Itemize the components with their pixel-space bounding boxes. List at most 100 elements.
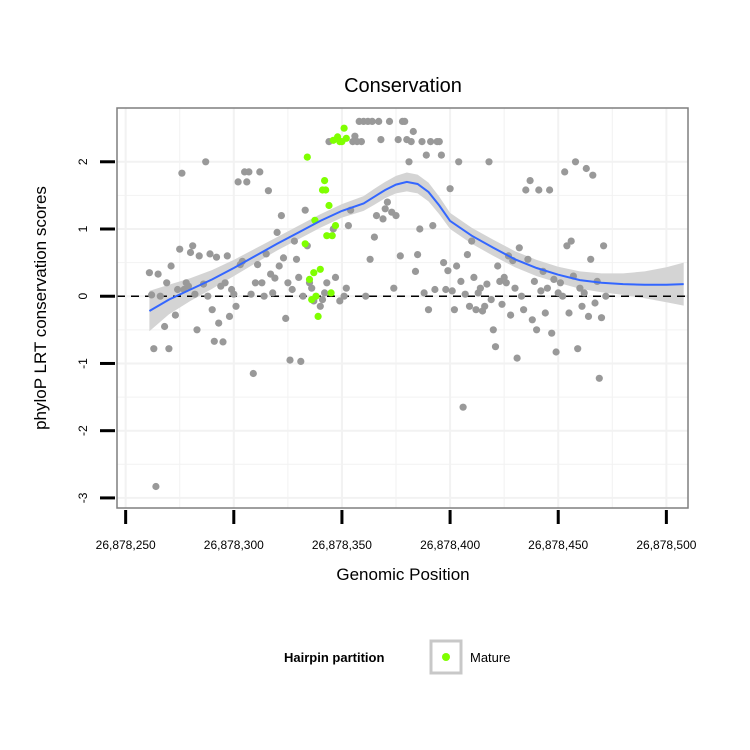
data-point xyxy=(145,269,153,277)
data-point xyxy=(411,267,420,275)
data-point xyxy=(262,250,270,258)
data-point xyxy=(290,237,298,245)
y-tick-label: 1 xyxy=(76,225,90,232)
data-point-mature xyxy=(321,177,329,185)
x-axis-label: Genomic Position xyxy=(336,565,469,584)
data-point xyxy=(429,222,437,230)
x-tick-label: 26,878,400 xyxy=(420,538,480,552)
data-point xyxy=(548,329,556,337)
data-point xyxy=(368,117,376,125)
data-point xyxy=(279,254,288,262)
data-point xyxy=(223,252,231,260)
data-point xyxy=(331,273,340,281)
data-point xyxy=(340,292,348,300)
data-point xyxy=(249,369,257,378)
data-point xyxy=(372,212,381,220)
confidence-ribbon xyxy=(149,172,684,332)
data-point xyxy=(524,255,532,263)
data-point-mature xyxy=(303,153,311,161)
data-point xyxy=(284,279,292,287)
data-point xyxy=(212,253,221,261)
panel-border xyxy=(116,107,689,509)
data-point xyxy=(431,285,439,294)
data-point xyxy=(254,261,262,269)
legend: Hairpin partition Mature xyxy=(284,639,510,675)
data-point xyxy=(219,338,227,346)
data-point xyxy=(416,225,424,233)
data-point xyxy=(247,290,255,298)
data-point xyxy=(318,296,327,304)
data-point xyxy=(435,138,443,146)
data-point xyxy=(502,279,510,287)
data-point xyxy=(271,274,279,282)
points-mature xyxy=(301,124,350,320)
data-point xyxy=(448,287,456,295)
data-point xyxy=(407,138,415,146)
data-point-mature xyxy=(325,201,333,210)
data-point xyxy=(487,296,495,304)
data-point xyxy=(455,158,463,166)
data-point-mature xyxy=(312,292,320,300)
data-point xyxy=(489,326,497,334)
data-point xyxy=(522,186,530,194)
data-point xyxy=(392,212,400,220)
data-point xyxy=(269,289,277,297)
data-point xyxy=(176,245,184,253)
data-point xyxy=(437,151,445,159)
data-point xyxy=(225,312,234,320)
plot-panel xyxy=(116,107,689,509)
data-point xyxy=(457,277,465,285)
legend-key-mature-point xyxy=(442,653,450,661)
data-point-mature xyxy=(327,289,335,297)
data-point xyxy=(476,284,484,292)
data-point xyxy=(150,345,158,353)
y-tick-label: -2 xyxy=(76,425,90,436)
data-point xyxy=(500,273,508,281)
data-point-mature xyxy=(301,240,309,248)
data-point xyxy=(442,285,450,294)
panel-background xyxy=(117,108,688,508)
data-point xyxy=(507,311,515,319)
data-point xyxy=(167,262,175,270)
data-point xyxy=(152,482,160,491)
x-tick-label: 26,878,450 xyxy=(528,538,588,552)
data-point xyxy=(186,248,195,257)
data-point xyxy=(148,291,156,299)
y-axis-label: phyloP LRT conservation scores xyxy=(31,186,50,430)
data-point xyxy=(526,177,534,185)
data-point xyxy=(578,302,586,310)
data-point-mature xyxy=(328,232,336,240)
data-point-mature xyxy=(322,186,330,194)
data-point xyxy=(483,280,491,288)
data-point xyxy=(193,326,201,334)
data-point xyxy=(468,237,476,245)
data-point xyxy=(174,285,182,294)
data-point xyxy=(444,267,452,275)
data-point xyxy=(282,314,290,322)
data-point xyxy=(308,284,316,292)
data-point xyxy=(517,292,526,300)
data-point xyxy=(163,279,171,287)
data-point xyxy=(567,237,575,245)
data-point xyxy=(470,273,478,281)
data-point xyxy=(600,242,608,250)
data-point xyxy=(191,290,199,298)
data-point xyxy=(543,284,552,292)
data-point xyxy=(550,275,558,283)
data-point xyxy=(370,233,378,241)
data-point xyxy=(414,251,422,259)
data-point xyxy=(595,374,603,382)
data-point xyxy=(494,262,502,270)
data-point xyxy=(377,136,385,144)
y-axis: -3 -2 -1 0 1 2 xyxy=(76,158,115,503)
data-point xyxy=(258,279,266,287)
data-point xyxy=(587,255,595,263)
data-point-mature xyxy=(316,265,324,273)
data-point xyxy=(256,168,264,176)
data-point xyxy=(178,169,186,177)
data-point xyxy=(251,279,259,287)
data-point xyxy=(491,343,500,351)
data-point xyxy=(394,136,402,144)
data-point xyxy=(277,212,285,220)
data-point xyxy=(204,292,212,300)
